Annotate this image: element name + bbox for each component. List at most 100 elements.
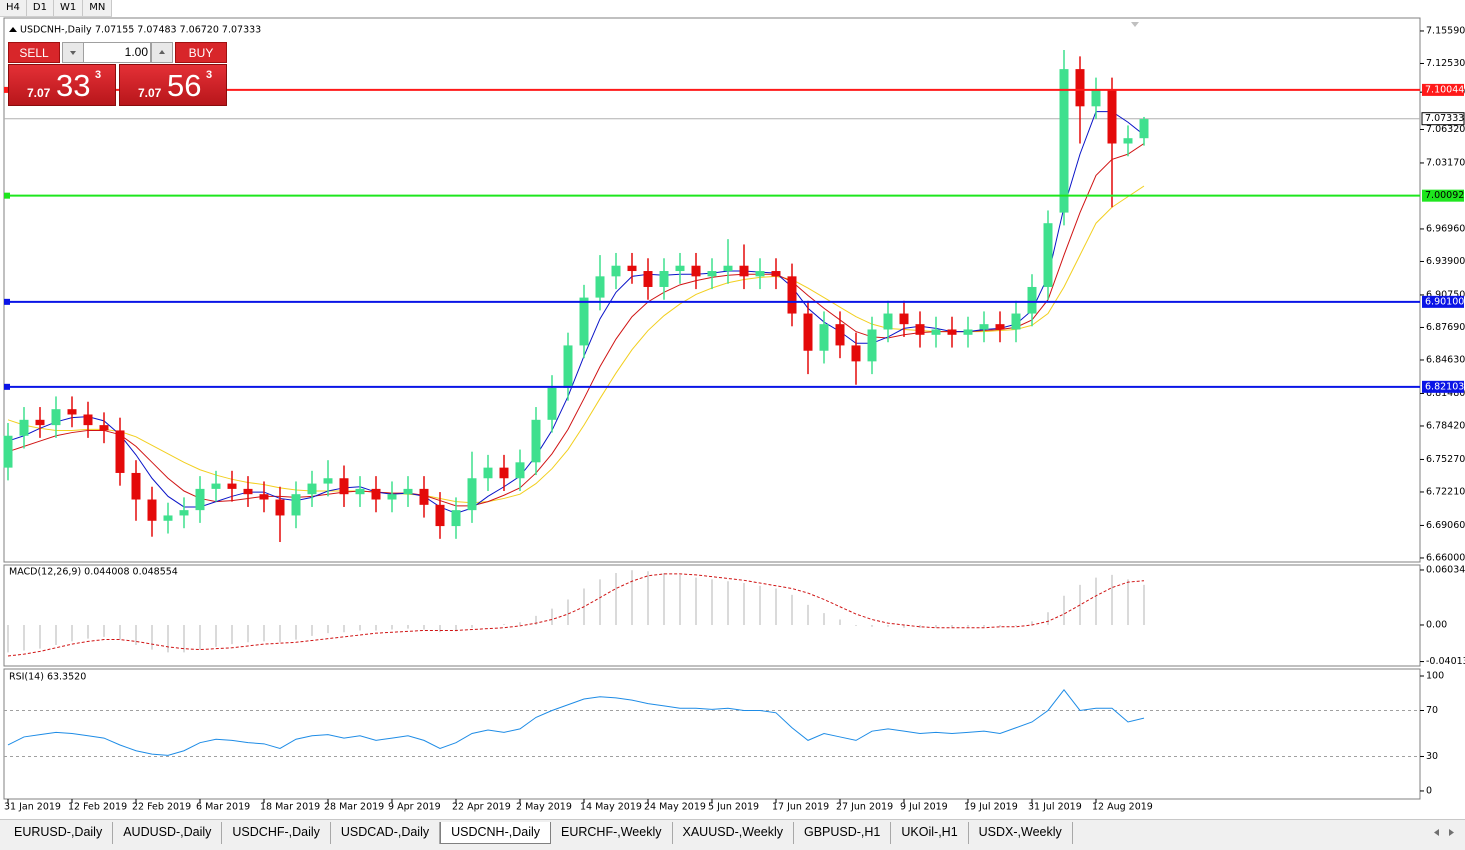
y-tick-label: 6.84630 bbox=[1426, 354, 1465, 365]
rsi-panel bbox=[3, 668, 1421, 800]
bid-price[interactable]: 7.07 33 3 bbox=[8, 64, 116, 106]
candle-body bbox=[867, 329, 877, 362]
candle-body bbox=[723, 265, 733, 272]
buy-button[interactable]: BUY bbox=[175, 42, 227, 63]
candle-body bbox=[947, 329, 957, 335]
candle-body bbox=[1075, 69, 1085, 107]
last-price-box bbox=[1421, 112, 1465, 126]
x-tick-label: 9 Apr 2019 bbox=[388, 802, 441, 813]
candle-body bbox=[99, 425, 109, 431]
candle-body bbox=[851, 345, 861, 362]
candle-body bbox=[691, 265, 701, 277]
y-tick-label: 7.15590 bbox=[1426, 25, 1465, 36]
x-tick-label: 31 Jan 2019 bbox=[4, 802, 61, 813]
x-tick-label: 2 May 2019 bbox=[516, 802, 572, 813]
rsi-tick-label: 30 bbox=[1426, 751, 1438, 762]
chart-tab[interactable]: USDX-,Weekly bbox=[969, 822, 1073, 844]
candle-body bbox=[499, 467, 509, 479]
y-tick-label: 6.75270 bbox=[1426, 454, 1465, 465]
candle-body bbox=[131, 472, 141, 500]
x-tick-label: 18 Mar 2019 bbox=[260, 802, 320, 813]
y-tick-label: 6.81480 bbox=[1426, 388, 1465, 399]
timeframe-toolbar: H4 D1 W1 MN bbox=[0, 0, 113, 17]
collapse-icon[interactable] bbox=[9, 27, 17, 32]
x-tick-label: 28 Mar 2019 bbox=[324, 802, 384, 813]
level-handle bbox=[4, 298, 10, 305]
candle-body bbox=[163, 515, 173, 521]
rsi-tick-label: 100 bbox=[1426, 671, 1444, 682]
candle-body bbox=[531, 419, 541, 463]
candle-body bbox=[915, 324, 925, 335]
candle-body bbox=[147, 499, 157, 521]
candle-body bbox=[627, 265, 637, 272]
y-tick-label: 6.78420 bbox=[1426, 420, 1465, 431]
candle-body bbox=[435, 504, 445, 527]
y-tick-label: 7.06320 bbox=[1426, 124, 1465, 135]
candle-body bbox=[835, 324, 845, 346]
timeframe-button[interactable]: W1 bbox=[54, 0, 84, 16]
candle-body bbox=[1011, 313, 1021, 330]
candle-body bbox=[259, 494, 269, 500]
chart-tab[interactable]: AUDUSD-,Daily bbox=[113, 822, 223, 844]
candle-body bbox=[483, 467, 493, 479]
candle-body bbox=[595, 276, 605, 298]
chart: USDCNH-,Daily 7.07155 7.07483 7.06720 7.… bbox=[3, 17, 1465, 813]
x-tick-label: 14 May 2019 bbox=[580, 802, 642, 813]
candle-body bbox=[771, 271, 781, 277]
chart-tab[interactable]: XAUUSD-,Weekly bbox=[673, 822, 794, 844]
candle-body bbox=[963, 329, 973, 335]
y-tick-label: 7.12530 bbox=[1426, 58, 1465, 69]
candle-body bbox=[1043, 223, 1053, 287]
chart-tab[interactable]: USDCNH-,Daily bbox=[440, 822, 552, 844]
candle-body bbox=[51, 409, 61, 426]
chart-tab[interactable]: EURUSD-,Daily bbox=[4, 822, 114, 844]
candle-body bbox=[739, 265, 749, 277]
level-handle bbox=[4, 86, 10, 93]
timeframe-button[interactable]: MN bbox=[83, 0, 113, 16]
candle-body bbox=[1027, 286, 1037, 314]
candle-body bbox=[675, 265, 685, 272]
rsi-line bbox=[7, 688, 1145, 756]
y-tick-label: 6.72210 bbox=[1426, 486, 1465, 497]
candle-body bbox=[451, 510, 461, 527]
lot-down[interactable] bbox=[62, 42, 84, 63]
ask-price[interactable]: 7.07 56 3 bbox=[119, 64, 227, 106]
lot-field[interactable]: 1.00 bbox=[83, 42, 151, 63]
candle-body bbox=[3, 435, 13, 468]
candle-body bbox=[755, 271, 765, 277]
candle-body bbox=[515, 462, 525, 479]
lot-up[interactable] bbox=[151, 42, 173, 63]
chart-tab[interactable]: USDCAD-,Daily bbox=[331, 822, 441, 844]
ask-point: 3 bbox=[206, 69, 213, 81]
level-handle bbox=[4, 192, 10, 199]
candle-body bbox=[787, 276, 797, 314]
level-handle bbox=[4, 383, 10, 390]
y-tick-label: 6.69060 bbox=[1426, 520, 1465, 531]
candle-body bbox=[115, 430, 125, 473]
candle-body bbox=[323, 478, 333, 484]
chart-tab[interactable]: USDCHF-,Daily bbox=[222, 822, 331, 844]
x-tick-label: 9 Jul 2019 bbox=[900, 802, 948, 813]
main-panel bbox=[3, 17, 1421, 563]
candle-body bbox=[899, 313, 909, 325]
candle-body bbox=[355, 488, 365, 495]
chart-title: USDCNH-,Daily bbox=[20, 25, 92, 36]
chart-tab[interactable]: UKOil-,H1 bbox=[891, 822, 969, 844]
candle-body bbox=[307, 483, 317, 495]
level-label-box bbox=[1422, 380, 1464, 393]
candle-body bbox=[707, 271, 717, 277]
candle-body bbox=[227, 483, 237, 489]
timeframe-button[interactable]: D1 bbox=[27, 0, 54, 16]
x-tick-label: 22 Feb 2019 bbox=[132, 802, 191, 813]
timeframe-button[interactable]: H4 bbox=[0, 0, 27, 16]
chart-tab[interactable]: GBPUSD-,H1 bbox=[794, 822, 892, 844]
bid-point: 3 bbox=[95, 69, 102, 81]
x-tick-label: 24 May 2019 bbox=[644, 802, 706, 813]
candle-body bbox=[803, 313, 813, 351]
sell-button[interactable]: SELL bbox=[8, 42, 60, 63]
chart-tab[interactable]: EURCHF-,Weekly bbox=[551, 822, 673, 844]
candle-body bbox=[35, 419, 45, 426]
tab-scroll[interactable] bbox=[1430, 826, 1460, 840]
x-tick-label: 12 Aug 2019 bbox=[1092, 802, 1153, 813]
level-label-box bbox=[1422, 83, 1464, 96]
